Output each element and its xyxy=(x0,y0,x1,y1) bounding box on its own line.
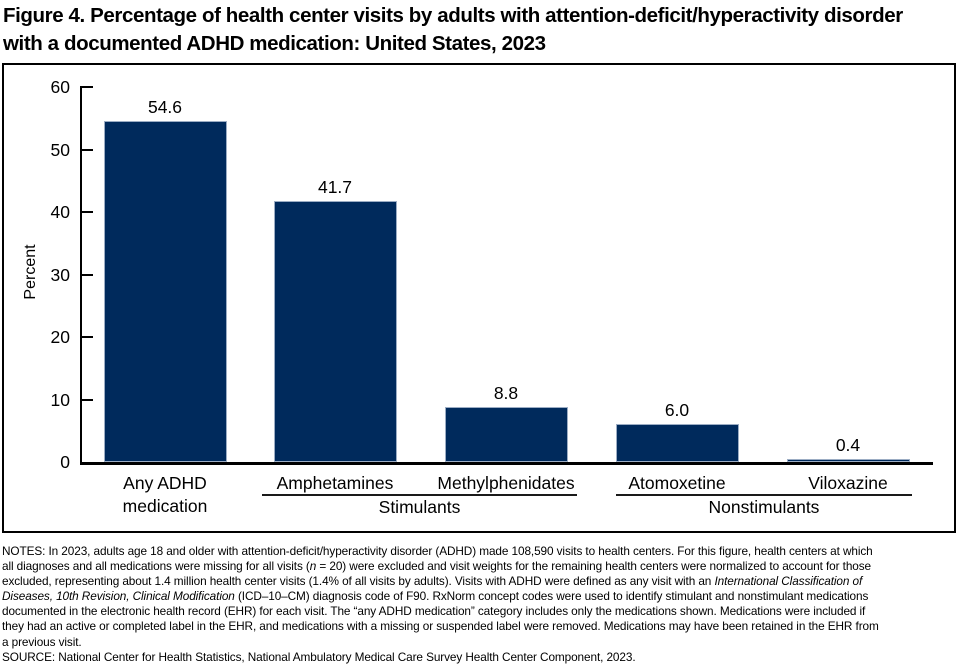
y-axis-line xyxy=(80,87,82,465)
notes-segment: they had an active or completed label in… xyxy=(2,619,879,634)
bar-value-label: 0.4 xyxy=(835,435,861,455)
notes-line: NOTES: In 2023, adults age 18 and older … xyxy=(2,544,958,559)
notes-segment: NOTES: In 2023, adults age 18 and older … xyxy=(2,544,873,558)
notes-line: excluded, representing about 1.4 million… xyxy=(2,574,958,589)
y-axis-tick-mark xyxy=(80,273,93,276)
figure-title: Figure 4. Percentage of health center vi… xyxy=(3,2,957,57)
notes-segment: a previous visit. xyxy=(2,634,82,649)
y-axis-tick-label: 10 xyxy=(50,389,70,410)
notes-segment: all diagnoses and all medications were m… xyxy=(2,559,310,574)
group-label-nonstimulants: Nonstimulants xyxy=(708,497,820,517)
bar-amphetamines xyxy=(274,201,397,462)
y-axis-tick-mark xyxy=(80,336,93,338)
bar-methylphenidates xyxy=(445,407,568,462)
y-axis-tick-mark xyxy=(80,211,93,213)
group-underline-nonstimulants xyxy=(616,494,912,496)
x-axis-line xyxy=(80,462,933,465)
notes-line: a previous visit. xyxy=(2,635,958,650)
y-axis-tick-label: 0 xyxy=(60,452,70,472)
chart-panel: 0 10 20 30 40 50 60 Percent 54.6 Any ADHD medicat… xyxy=(2,63,956,533)
category-label: Methylphenidates xyxy=(437,473,575,493)
figure-title-line-2: with a documented ADHD medication: Unite… xyxy=(3,31,546,55)
notes-line: documented in the electronic health reco… xyxy=(2,604,958,619)
category-label: Amphetamines xyxy=(276,473,394,493)
notes-segment: SOURCE: National Center for Health Stati… xyxy=(2,649,636,664)
y-axis-tick-label: 30 xyxy=(50,264,70,285)
bar-value-label: 6.0 xyxy=(664,400,690,420)
notes-line: Diseases, 10th Revision, Clinical Modifi… xyxy=(2,589,958,604)
group-underline-stimulants xyxy=(262,494,577,496)
bar-value-label: 41.7 xyxy=(317,177,353,197)
notes-block: NOTES: In 2023, adults age 18 and older … xyxy=(2,544,958,665)
notes-segment: (ICD–10–CM) diagnosis code of F90. RxNor… xyxy=(234,589,869,604)
notes-italic-segment: n xyxy=(309,559,317,574)
notes-segment: = 20) were excluded and visit weights fo… xyxy=(316,559,872,574)
chart-plot-area: 0 10 20 30 40 50 60 Percent 54.6 Any ADHD medicat… xyxy=(4,65,954,531)
notes-segment: excluded, representing about 1.4 million… xyxy=(2,574,715,589)
bar-any-adhd-medication xyxy=(104,121,227,462)
group-label-stimulants: Stimulants xyxy=(378,497,461,517)
y-axis-tick-mark xyxy=(80,148,93,151)
notes-line: all diagnoses and all medications were m… xyxy=(2,559,958,574)
notes-italic-segment: Diseases, 10th Revision, Clinical Modifi… xyxy=(2,589,235,604)
category-label: Viloxazine xyxy=(808,473,888,493)
bar-atomoxetine xyxy=(616,424,739,462)
notes-line: they had an active or completed label in… xyxy=(2,619,958,634)
y-axis-tick-label: 20 xyxy=(50,327,70,347)
y-axis-tick-mark xyxy=(80,398,93,401)
source-line: SOURCE: National Center for Health Stati… xyxy=(2,650,958,665)
bar-viloxazine xyxy=(787,459,910,462)
category-label: Any ADHD medication xyxy=(122,473,208,516)
bar-value-label: 8.8 xyxy=(493,383,519,403)
category-label: Atomoxetine xyxy=(628,473,726,493)
y-axis-title: Percent xyxy=(22,244,39,300)
y-axis-tick-label: 60 xyxy=(50,77,70,97)
bar-value-label: 54.6 xyxy=(147,97,183,117)
y-axis-tick-label: 50 xyxy=(50,139,70,160)
y-axis-tick-label: 40 xyxy=(50,202,70,222)
notes-italic-segment: International Classification of xyxy=(714,574,863,589)
notes-segment: documented in the electronic health reco… xyxy=(2,604,866,619)
y-axis-tick-mark xyxy=(80,86,93,88)
figure-title-line-1: Figure 4. Percentage of health center vi… xyxy=(3,4,903,27)
